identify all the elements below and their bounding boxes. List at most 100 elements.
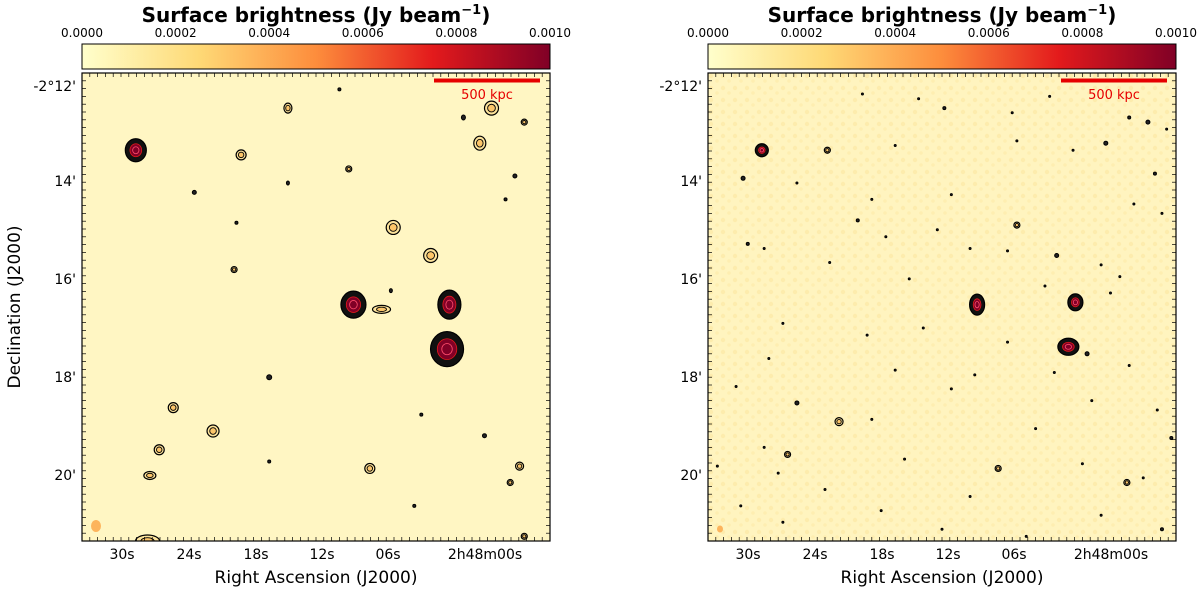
radio-source	[994, 464, 1002, 473]
radio-source	[1024, 534, 1028, 538]
radio-source	[1141, 476, 1145, 480]
source-contour	[828, 261, 832, 265]
source-contour	[1052, 371, 1056, 375]
source-contour	[949, 387, 953, 391]
source-contour	[781, 520, 785, 524]
radio-source	[1127, 115, 1132, 120]
radio-source	[745, 241, 750, 246]
colorbar-tick-label: 0.0010	[529, 26, 571, 40]
radio-source	[429, 331, 465, 368]
source-core	[129, 143, 143, 158]
radio-source	[942, 106, 947, 111]
source-inner-contour	[426, 251, 435, 260]
radio-source	[940, 527, 944, 531]
radio-source	[1159, 527, 1164, 532]
source-contour	[460, 114, 466, 121]
radio-source	[1080, 462, 1084, 466]
source-contour	[865, 333, 869, 337]
source-inner-contour	[487, 103, 496, 113]
radio-source	[795, 181, 799, 185]
colorbar-title: Surface brightness (Jy beam−1)	[768, 3, 1117, 27]
radio-source	[1127, 364, 1131, 367]
radio-source	[437, 289, 462, 320]
source-contour	[481, 433, 487, 439]
radio-source	[1054, 253, 1060, 259]
source-contour	[870, 417, 874, 421]
source-inner-contour	[522, 120, 527, 125]
colorbar-tick-label: 0.0004	[874, 26, 916, 40]
source-layer	[715, 92, 1174, 538]
radio-source	[385, 219, 401, 236]
source-contour	[879, 509, 883, 513]
radio-source	[715, 464, 719, 468]
ra-tick-label: 18s	[869, 547, 894, 563]
radio-source	[1013, 221, 1021, 229]
radio-source	[1169, 436, 1174, 441]
radio-source	[754, 143, 769, 158]
map-background	[82, 73, 550, 541]
source-contour	[855, 218, 860, 223]
colorbar	[707, 43, 1177, 70]
radio-source	[968, 247, 972, 250]
dec-tick-label: 16'	[54, 272, 76, 288]
map-background	[708, 73, 1176, 541]
radio-source	[767, 356, 771, 360]
radio-source	[206, 424, 220, 438]
source-contour	[512, 173, 518, 179]
radio-source	[968, 495, 972, 499]
radio-source	[520, 118, 528, 126]
source-inner-contour	[996, 466, 1001, 471]
source-core	[1062, 341, 1075, 352]
source-contour	[968, 495, 972, 499]
radio-source	[783, 450, 792, 459]
colorbar-tick-label: 0.0000	[61, 26, 103, 40]
source-core-contour	[441, 343, 453, 356]
radio-source	[1099, 513, 1103, 517]
radio-source	[345, 165, 353, 173]
radio-source	[762, 445, 766, 449]
radio-source	[734, 385, 738, 389]
source-contour	[860, 92, 864, 96]
radio-source	[1145, 119, 1151, 125]
source-contour	[1084, 351, 1090, 357]
source-contour	[1006, 249, 1010, 253]
radio-source	[514, 461, 525, 471]
radio-source	[917, 97, 921, 101]
source-contour	[1043, 284, 1047, 288]
radio-source	[834, 417, 844, 427]
ra-tick-label: 12s	[309, 547, 334, 563]
radio-source	[1103, 140, 1109, 146]
radio-source	[337, 87, 342, 92]
source-contour	[893, 144, 897, 148]
source-contour	[884, 235, 888, 239]
radio-source	[762, 247, 766, 250]
source-contour	[1054, 253, 1060, 259]
radio-source	[364, 462, 376, 475]
x-axis-label: Right Ascension (J2000)	[841, 568, 1044, 588]
ra-tick-label: 06s	[375, 547, 400, 563]
radio-source	[371, 304, 392, 314]
dec-tick-label: 18'	[54, 370, 76, 386]
radio-source	[506, 478, 514, 487]
radio-source	[1084, 351, 1090, 357]
source-contour	[942, 106, 947, 111]
radio-source	[949, 387, 953, 391]
source-contour	[1099, 513, 1103, 517]
source-contour	[762, 247, 766, 250]
radio-source	[855, 218, 860, 223]
source-contour	[1165, 127, 1169, 131]
source-inner-contour	[825, 148, 830, 153]
radio-source	[1090, 399, 1094, 403]
source-inner-contour	[376, 306, 387, 312]
source-inner-contour	[522, 534, 527, 539]
source-contour	[739, 504, 743, 508]
source-inner-contour	[1124, 480, 1129, 485]
radio-source	[283, 102, 293, 114]
source-core	[442, 295, 457, 314]
radio-source	[1123, 478, 1131, 487]
dec-tick-label: -2°12'	[33, 79, 76, 95]
radio-source	[1015, 139, 1019, 143]
radio-source	[781, 321, 785, 325]
radio-source	[1043, 284, 1047, 288]
radio-map-panel-left: Surface brightness (Jy beam−1) 0.0000 0.0…	[5, 3, 571, 588]
